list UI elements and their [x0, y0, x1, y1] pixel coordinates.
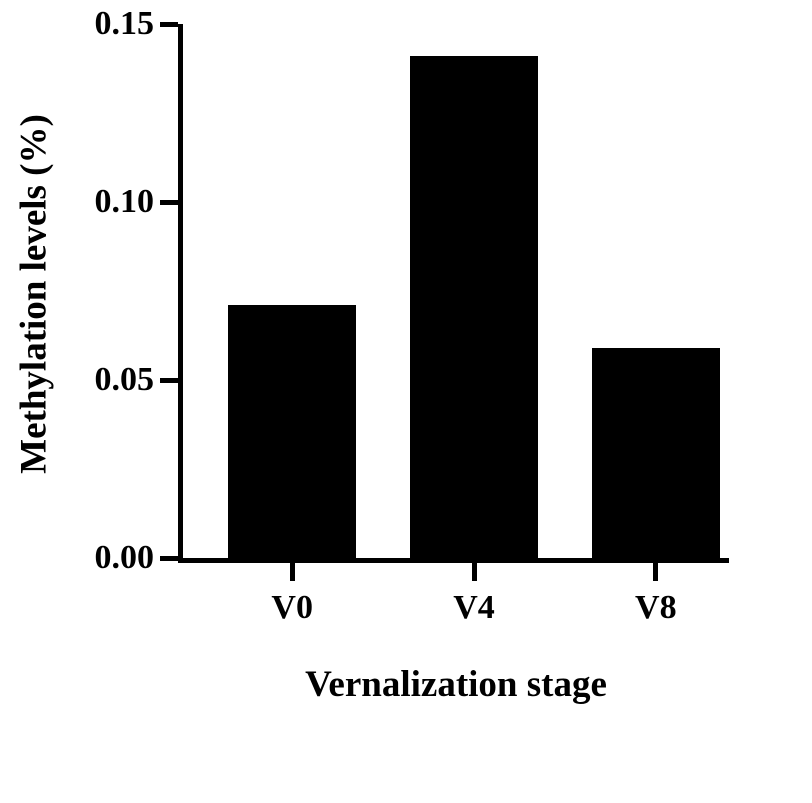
- y-axis-title: Methylation levels (%): [13, 27, 56, 561]
- bar: [228, 305, 356, 558]
- y-tick-label: 0.05: [95, 361, 155, 399]
- x-tick: [472, 563, 477, 581]
- y-tick-label: 0.00: [95, 539, 155, 577]
- x-tick-label: V0: [271, 589, 313, 627]
- y-tick: [160, 556, 178, 561]
- y-tick-label: 0.15: [95, 5, 155, 43]
- x-tick: [290, 563, 295, 581]
- y-tick: [160, 22, 178, 27]
- x-axis-title: Vernalization stage: [183, 663, 729, 706]
- y-axis-line: [178, 24, 183, 563]
- x-tick: [653, 563, 658, 581]
- y-tick: [160, 200, 178, 205]
- y-tick-label: 0.10: [95, 183, 155, 221]
- bar: [592, 348, 720, 558]
- methylation-bar-chart: Methylation levels (%) Vernalization sta…: [0, 0, 812, 803]
- x-tick-label: V4: [453, 589, 495, 627]
- x-axis-line: [178, 558, 729, 563]
- y-tick: [160, 378, 178, 383]
- x-tick-label: V8: [635, 589, 677, 627]
- bar: [410, 56, 538, 558]
